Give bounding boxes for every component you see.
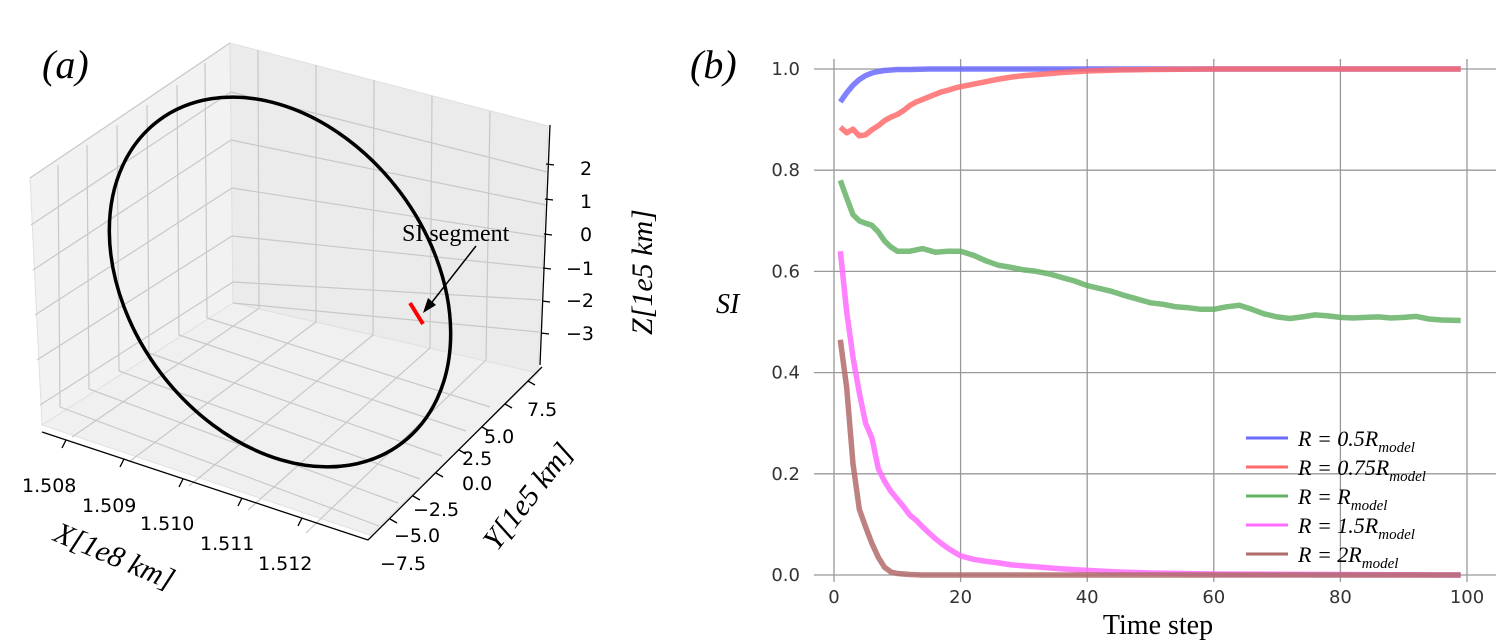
x-tick-label: 1.510 <box>140 513 194 535</box>
legend-entry: R = 0.5Rmodel <box>1297 426 1415 456</box>
x-axis-label: Time step <box>1103 610 1213 640</box>
y-tick-label: −2.5 <box>413 499 459 521</box>
x-ticks: 0 20 40 60 80 100 <box>828 575 1484 608</box>
panel-label-a: (a) <box>42 42 89 87</box>
x-tick-marks <box>61 439 303 527</box>
back-pane-grid <box>230 49 548 361</box>
x-tick-label: 1.508 <box>22 475 76 497</box>
x-tick-label: 100 <box>1450 587 1484 608</box>
y-tick-label: 0.2 <box>771 464 800 485</box>
si-segment <box>408 301 425 326</box>
arrow-head <box>423 298 436 313</box>
x-tick-label: 80 <box>1329 587 1352 608</box>
z-tick-label: 0 <box>580 224 592 246</box>
y-tick-label: −7.5 <box>380 553 426 575</box>
y-ticks: 0.0 0.2 0.4 0.6 0.8 1.0 <box>771 59 800 586</box>
y-tick-marks <box>389 380 536 524</box>
series-line-1 <box>838 66 1461 139</box>
legend-entry: R = 0.75Rmodel <box>1297 455 1426 485</box>
z-axis-label: Z[1e5 km] <box>626 209 659 335</box>
y-axis-label: SI <box>716 289 741 320</box>
panel-a-3d-plot: 1.508 1.509 1.510 1.511 1.512 7.5 5.0 2.… <box>22 42 659 596</box>
legend-entry: R = 2Rmodel <box>1297 542 1398 572</box>
y-tick-label: 0.0 <box>771 565 800 586</box>
annotation-label: SI segment <box>402 221 510 247</box>
x-tick-label: 40 <box>1076 587 1099 608</box>
z-tick-label: −3 <box>566 323 594 345</box>
z-tick-marks <box>540 163 555 335</box>
z-tick-label: 1 <box>580 191 592 213</box>
y-tick-label: 0.6 <box>771 261 800 282</box>
left-pane-grid <box>29 42 234 408</box>
y-axis-line <box>367 366 543 541</box>
legend-entry: R = Rmodel <box>1297 484 1387 514</box>
legend-entry: R = 1.5Rmodel <box>1297 513 1415 543</box>
y-tick-label: 0.4 <box>771 363 800 384</box>
y-tick-label: 0.0 <box>462 473 492 495</box>
x-tick-label: 1.511 <box>200 533 254 555</box>
x-tick-label: 20 <box>949 587 972 608</box>
x-tick-label: 1.509 <box>82 495 136 517</box>
x-tick-label: 60 <box>1202 587 1225 608</box>
y-tick-label: 0.8 <box>771 160 800 181</box>
orbit-curve <box>107 95 453 469</box>
series-lines <box>837 66 1461 578</box>
y-tick-label: 2.5 <box>462 448 492 470</box>
series-line-3 <box>837 250 1461 578</box>
x-axis-line <box>41 431 369 541</box>
y-tick-label: 1.0 <box>771 59 800 80</box>
z-tick-label: 2 <box>580 158 592 180</box>
y-tick-label: −5.0 <box>394 525 440 547</box>
z-tick-label: −2 <box>566 290 594 312</box>
y-tick-label: 7.5 <box>527 399 557 421</box>
panel-label-b: (b) <box>690 42 737 87</box>
x-tick-label: 1.512 <box>258 553 312 575</box>
y-tick-label: 5.0 <box>484 426 514 448</box>
z-tick-label: −1 <box>566 258 594 280</box>
z-axis-line <box>539 124 551 366</box>
series-line-2 <box>837 179 1461 324</box>
panel-b-line-chart: (b) 0 20 40 60 80 100 0.0 0.2 0.4 0.6 0.8 1.0 SI T… <box>690 42 1496 640</box>
x-tick-label: 0 <box>828 587 839 608</box>
annotation-arrow <box>428 245 477 307</box>
floor-grid <box>59 308 491 534</box>
series-line-4 <box>837 339 1461 578</box>
